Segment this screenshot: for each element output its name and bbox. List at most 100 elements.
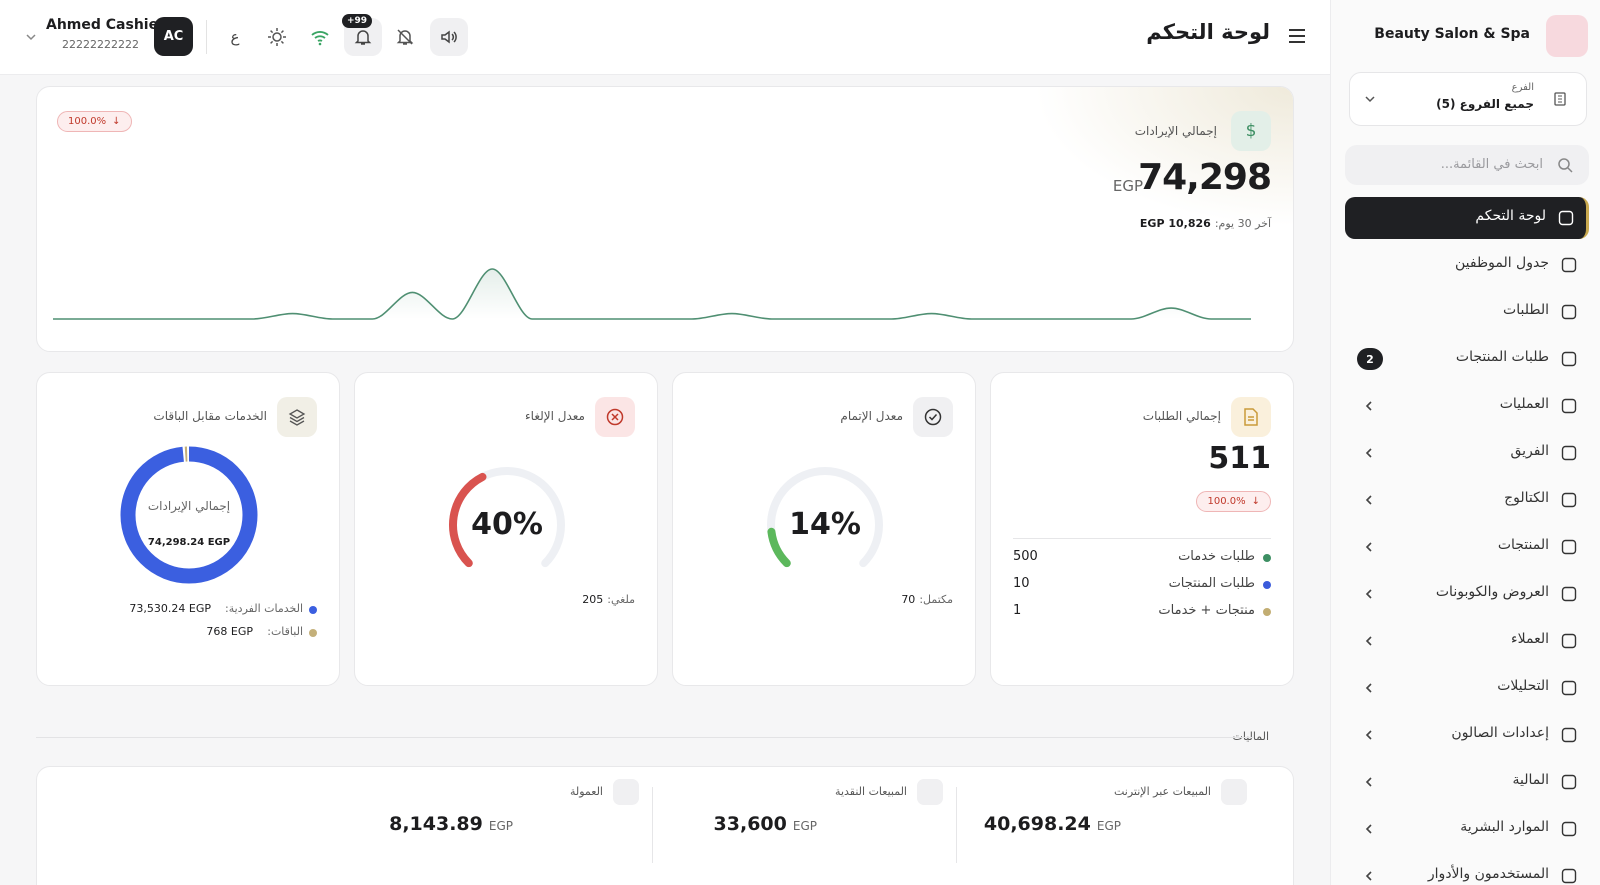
legend-value: 73,530.24 EGP: [129, 602, 211, 615]
chevron: [1365, 401, 1372, 411]
menu-icon: [1561, 398, 1577, 414]
menu-label: الكتالوج: [1504, 490, 1549, 506]
chevron: [1365, 730, 1372, 740]
gauge-value: [449, 472, 487, 568]
menu-toggle[interactable]: [1288, 28, 1306, 44]
menu-item[interactable]: المالية: [1345, 761, 1589, 803]
icon-shape: [1561, 680, 1577, 696]
chevron-path: [1365, 542, 1372, 552]
gauge: [767, 467, 883, 568]
icon-shape: [1561, 774, 1577, 790]
revenue-value: 74,298: [1138, 157, 1272, 198]
revenue-label: إجمالي الإيرادات: [1134, 124, 1217, 138]
chevron-path: [1365, 589, 1372, 599]
chevron: [1365, 589, 1372, 599]
donut-center-label: إجمالي الإيرادات: [147, 499, 231, 513]
menu-icon: [1561, 868, 1577, 884]
revenue-icon: $: [1231, 111, 1271, 151]
language-button[interactable]: ع: [230, 28, 240, 46]
cancellation-card: معدل الإلغاء ملغي: 205 40%: [354, 372, 658, 686]
menu-label: العروض والكوبونات: [1435, 584, 1549, 600]
chevron-path: [1365, 495, 1372, 505]
foot-value: 205: [582, 593, 604, 606]
last30-label: آخر 30 يوم:: [1214, 217, 1271, 230]
icon-shape: [1561, 351, 1577, 367]
legend-dot: [309, 606, 317, 614]
menu-icon: [1561, 774, 1577, 790]
menu-item[interactable]: جدول الموظفين: [1345, 244, 1589, 286]
revenue-change: 100.0% ↓: [57, 111, 132, 132]
menu-item[interactable]: العروض والكوبونات: [1345, 573, 1589, 615]
sound-button[interactable]: [430, 18, 468, 56]
menu-label: الفريق: [1510, 443, 1549, 459]
cancellation-icon: [595, 397, 635, 437]
foot-label: مكتمل:: [919, 593, 953, 606]
divider: [652, 787, 653, 863]
menu-icon: [1558, 210, 1574, 226]
gauge-label: 40%: [471, 507, 543, 542]
section-title: الماليات: [1232, 730, 1270, 743]
orders-icon: [1231, 397, 1271, 437]
completion-icon: [913, 397, 953, 437]
menu-item[interactable]: إعدادات الصالون: [1345, 714, 1589, 756]
menu-item[interactable]: العملاء: [1345, 620, 1589, 662]
menu-label: الطلبات: [1503, 302, 1549, 318]
wifi-status: [301, 18, 339, 56]
chevron: [1365, 636, 1372, 646]
search-placeholder: ابحث في القائمة...: [1440, 157, 1543, 172]
chevron: [1365, 542, 1372, 552]
legend-dot: [1263, 581, 1271, 589]
cancellation-label: معدل الإلغاء: [525, 409, 585, 423]
finance-value-row: 40,698.24 EGP: [984, 813, 1121, 835]
last30: آخر 30 يوم: EGP 10,826: [1140, 217, 1271, 230]
menu-item[interactable]: التحليلات: [1345, 667, 1589, 709]
finance-value-row: 33,600 EGP: [714, 813, 817, 835]
menu-item[interactable]: الطلبات: [1345, 291, 1589, 333]
menu-item[interactable]: لوحة التحكم: [1345, 197, 1589, 239]
legend-dot: [309, 629, 317, 637]
user-menu-chevron[interactable]: [24, 30, 38, 44]
menu-item[interactable]: الموارد البشرية: [1345, 808, 1589, 850]
sp-label: الخدمات مقابل الباقات: [153, 409, 267, 423]
menu-label: المالية: [1512, 772, 1549, 788]
legend-dot: [1263, 608, 1271, 616]
chevron-path: [1365, 683, 1372, 693]
finance-value: 40,698.24: [983, 813, 1091, 835]
menu-item[interactable]: طلبات المنتجات 2: [1345, 338, 1589, 380]
orders-change: 100.0% ↓: [1196, 491, 1271, 512]
theme-button[interactable]: [258, 18, 296, 56]
breakdown-value: 500: [1013, 549, 1038, 564]
orders-label: إجمالي الطلبات: [1142, 409, 1221, 423]
mute-button[interactable]: [386, 18, 424, 56]
chevron: [1365, 495, 1372, 505]
menu-item[interactable]: الفريق: [1345, 432, 1589, 474]
search-box[interactable]: ابحث في القائمة...: [1345, 145, 1589, 185]
menu-label: إعدادات الصالون: [1451, 725, 1549, 741]
chevron: [1365, 448, 1372, 458]
menu-icon: [1561, 821, 1577, 837]
finance-icon: [917, 779, 943, 805]
avatar[interactable]: AC: [154, 17, 193, 56]
menu-icon: [1561, 445, 1577, 461]
breakdown-label: منتجات + خدمات: [1158, 603, 1255, 618]
menu-label: العمليات: [1499, 396, 1549, 412]
menu-item[interactable]: المستخدمون والأدوار: [1345, 855, 1589, 885]
menu-icon: [1561, 492, 1577, 508]
completion-foot: مكتمل: 70: [901, 593, 953, 606]
branch-selector[interactable]: الفرع جميع الفروع (5): [1349, 72, 1587, 126]
legend-dot: [1263, 554, 1271, 562]
menu-label: طلبات المنتجات: [1455, 349, 1549, 365]
menu-item[interactable]: العمليات: [1345, 385, 1589, 427]
divider: [1013, 538, 1271, 539]
svg-text:$: $: [1246, 121, 1257, 141]
chevron-path: [1365, 730, 1372, 740]
icon-shape: [1561, 398, 1577, 414]
card-glow: [1033, 87, 1293, 227]
icon-shape: [1561, 821, 1577, 837]
menu-item[interactable]: المنتجات: [1345, 526, 1589, 568]
finance-value: 8,143.89: [389, 813, 483, 835]
menu-item[interactable]: الكتالوج: [1345, 479, 1589, 521]
breakdown-label: طلبات خدمات: [1178, 549, 1255, 564]
revenue-currency: EGP: [1112, 177, 1143, 195]
